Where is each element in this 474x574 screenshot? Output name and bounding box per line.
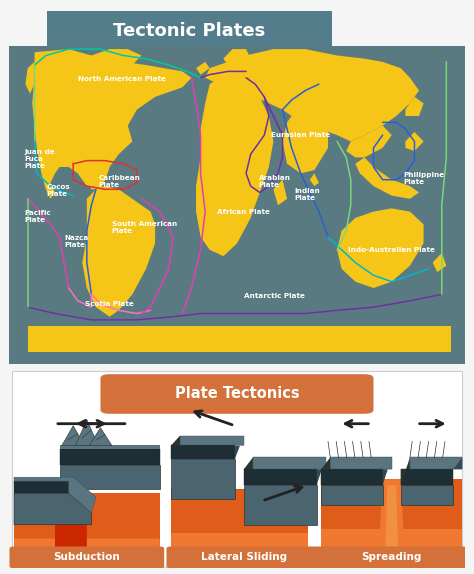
Polygon shape xyxy=(60,466,160,489)
Polygon shape xyxy=(87,161,109,189)
Polygon shape xyxy=(196,77,273,256)
Polygon shape xyxy=(385,485,399,567)
Polygon shape xyxy=(205,62,264,87)
Text: Indo-Australian Plate: Indo-Australian Plate xyxy=(348,247,435,253)
Text: Philippine
Plate: Philippine Plate xyxy=(403,172,444,185)
Polygon shape xyxy=(321,470,383,485)
Text: North American Plate: North American Plate xyxy=(78,76,165,83)
Polygon shape xyxy=(60,449,160,466)
Polygon shape xyxy=(223,49,251,65)
Polygon shape xyxy=(55,513,87,567)
Polygon shape xyxy=(321,457,330,470)
Polygon shape xyxy=(14,493,160,567)
Text: Subduction: Subduction xyxy=(54,552,120,563)
Polygon shape xyxy=(410,457,462,470)
Text: Nazca
Plate: Nazca Plate xyxy=(64,235,88,249)
Text: Caribbean
Plate: Caribbean Plate xyxy=(98,175,140,188)
Polygon shape xyxy=(14,477,96,513)
Text: Cocos
Plate: Cocos Plate xyxy=(47,184,71,197)
FancyBboxPatch shape xyxy=(100,374,374,414)
Polygon shape xyxy=(196,62,210,75)
Polygon shape xyxy=(401,485,453,505)
Polygon shape xyxy=(82,186,155,317)
Polygon shape xyxy=(32,49,191,199)
Text: African Plate: African Plate xyxy=(217,208,269,215)
Polygon shape xyxy=(401,470,453,485)
Text: South American
Plate: South American Plate xyxy=(112,221,177,234)
FancyBboxPatch shape xyxy=(25,9,355,53)
Polygon shape xyxy=(405,132,424,151)
Text: Pacific
Plate: Pacific Plate xyxy=(25,210,51,223)
Polygon shape xyxy=(337,208,424,288)
Text: Plate Tectonics: Plate Tectonics xyxy=(175,386,299,401)
Text: Antarctic Plate: Antarctic Plate xyxy=(244,293,305,299)
Polygon shape xyxy=(405,97,424,116)
Polygon shape xyxy=(171,459,235,499)
Text: Indian
Plate: Indian Plate xyxy=(294,188,319,200)
Polygon shape xyxy=(330,457,392,470)
Polygon shape xyxy=(27,326,451,352)
Polygon shape xyxy=(171,533,308,567)
Polygon shape xyxy=(378,479,405,567)
Polygon shape xyxy=(433,253,447,272)
Text: Arabian
Plate: Arabian Plate xyxy=(259,175,291,188)
FancyBboxPatch shape xyxy=(12,371,462,567)
Polygon shape xyxy=(253,457,326,470)
Polygon shape xyxy=(321,479,462,567)
Polygon shape xyxy=(310,173,319,186)
Text: Spreading: Spreading xyxy=(362,552,422,563)
Polygon shape xyxy=(228,49,419,141)
Text: Tectonic Plates: Tectonic Plates xyxy=(113,22,266,40)
Polygon shape xyxy=(453,457,462,470)
Polygon shape xyxy=(244,457,253,470)
Polygon shape xyxy=(89,428,112,445)
Polygon shape xyxy=(60,445,160,449)
FancyBboxPatch shape xyxy=(317,546,467,568)
Polygon shape xyxy=(321,485,383,505)
Polygon shape xyxy=(401,457,410,485)
Polygon shape xyxy=(91,49,141,68)
Polygon shape xyxy=(171,445,235,459)
Polygon shape xyxy=(171,489,308,567)
Text: Eurasian Plate: Eurasian Plate xyxy=(271,132,330,138)
Polygon shape xyxy=(346,126,392,157)
Text: Juan de
Fuca
Plate: Juan de Fuca Plate xyxy=(25,149,55,169)
Polygon shape xyxy=(356,157,419,199)
FancyBboxPatch shape xyxy=(0,36,474,374)
Polygon shape xyxy=(283,113,328,173)
FancyBboxPatch shape xyxy=(166,546,321,568)
Polygon shape xyxy=(14,513,160,567)
Polygon shape xyxy=(383,457,392,485)
Polygon shape xyxy=(235,436,244,459)
Polygon shape xyxy=(26,62,35,94)
FancyBboxPatch shape xyxy=(9,546,164,568)
Polygon shape xyxy=(14,550,160,567)
Polygon shape xyxy=(244,485,317,525)
Polygon shape xyxy=(273,180,287,205)
Polygon shape xyxy=(244,470,317,485)
Polygon shape xyxy=(317,457,326,485)
Text: Lateral Sliding: Lateral Sliding xyxy=(201,552,287,563)
Polygon shape xyxy=(171,436,180,445)
Polygon shape xyxy=(14,481,69,493)
Polygon shape xyxy=(14,493,91,525)
Polygon shape xyxy=(321,529,462,567)
Polygon shape xyxy=(180,436,244,445)
Polygon shape xyxy=(62,426,84,445)
Polygon shape xyxy=(75,420,98,445)
Text: Scotia Plate: Scotia Plate xyxy=(84,301,133,307)
